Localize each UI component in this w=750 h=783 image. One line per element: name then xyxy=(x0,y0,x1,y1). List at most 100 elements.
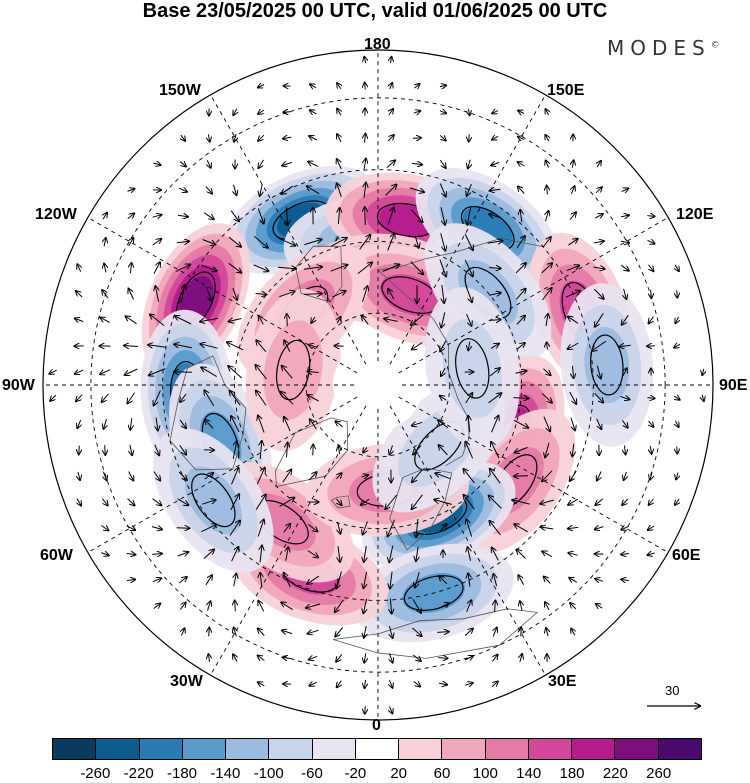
wind-arrow xyxy=(104,419,107,429)
wind-arrow xyxy=(306,603,321,608)
wind-arrow xyxy=(176,241,189,242)
brand-text: MODES xyxy=(607,36,711,60)
wind-arrow xyxy=(442,285,444,303)
lon-label-120w: 120W xyxy=(35,206,77,223)
wind-arrow xyxy=(258,682,265,686)
wind-arrow xyxy=(181,134,185,141)
wind-arrow xyxy=(545,442,550,458)
wind-arrow xyxy=(283,137,292,138)
wind-arrow xyxy=(258,656,265,661)
wind-arrow xyxy=(413,111,421,113)
wind-arrow xyxy=(105,445,106,455)
wind-arrow xyxy=(100,369,111,375)
wind-arrow xyxy=(434,500,452,505)
wind-arrow xyxy=(232,441,237,459)
wind-arrow xyxy=(309,656,318,659)
wind-arrow xyxy=(200,344,218,349)
wind-arrow xyxy=(207,159,211,168)
wind-arrow xyxy=(621,188,629,191)
wind-arrow xyxy=(515,446,528,452)
colorbar-swatch xyxy=(226,739,270,759)
wind-arrow xyxy=(201,524,216,533)
wind-arrow xyxy=(513,419,528,428)
wind-arrow xyxy=(572,160,573,168)
wind-arrow xyxy=(515,371,527,373)
wind-arrow xyxy=(363,447,367,452)
wind-arrow xyxy=(412,494,423,509)
wind-arrow xyxy=(540,499,554,504)
wind-arrow xyxy=(649,498,654,505)
wind-arrow xyxy=(490,344,499,349)
wind-arrow xyxy=(493,574,496,587)
wind-arrow xyxy=(570,417,575,431)
anomaly-fill-layer xyxy=(140,165,654,643)
colorbar-swatch xyxy=(53,739,97,759)
wind-arrow xyxy=(255,294,267,295)
wind-arrow xyxy=(415,236,418,248)
lon-label-30w: 30W xyxy=(170,673,203,690)
wind-arrow xyxy=(234,628,237,637)
wind-arrow xyxy=(568,342,579,349)
wind-arrow xyxy=(209,654,210,662)
wind-arrow xyxy=(439,259,446,277)
wind-arrow xyxy=(676,472,678,480)
wind-arrow xyxy=(623,368,627,376)
wind-arrow xyxy=(363,521,368,535)
wind-arrow xyxy=(411,209,422,222)
wind-arrow xyxy=(594,214,603,218)
wind-arrow xyxy=(126,553,136,554)
wind-arrow xyxy=(205,186,212,193)
wind-arrow xyxy=(50,394,57,401)
wind-arrow xyxy=(282,162,293,165)
wind-arrow xyxy=(151,527,162,530)
wind-arrow xyxy=(205,286,211,302)
wind-arrow xyxy=(489,214,502,218)
wind-arrow xyxy=(208,134,209,141)
wind-arrow xyxy=(307,186,320,195)
polar-stereographic-map xyxy=(42,49,714,721)
wind-arrow xyxy=(154,444,159,456)
lon-label-150e: 150E xyxy=(547,82,585,99)
colorbar-swatch xyxy=(399,739,443,759)
wind-arrow xyxy=(364,57,365,64)
wind-arrow xyxy=(412,469,423,482)
wind-arrow xyxy=(362,316,369,325)
wind-arrow xyxy=(592,340,607,351)
colorbar-tick-label: -60 xyxy=(301,765,323,782)
wind-arrow xyxy=(440,396,447,400)
colorbar-labels: -260 -220 -180 -140 -100 -60 -20 20 60 100 140 180 2… xyxy=(52,765,702,783)
wind-arrow xyxy=(256,365,267,380)
wind-arrow xyxy=(260,573,262,588)
wind-arrow xyxy=(230,210,239,222)
wind-arrow xyxy=(569,391,577,404)
wind-arrow xyxy=(649,264,654,271)
colorbar-swatch xyxy=(615,739,659,759)
wind-arrow xyxy=(101,498,107,506)
wind-arrow xyxy=(282,470,292,483)
wind-arrow xyxy=(675,316,678,323)
wind-arrow xyxy=(174,344,192,347)
wind-arrow xyxy=(178,471,187,480)
wind-arrow xyxy=(387,208,394,225)
wind-arrow xyxy=(702,368,703,375)
wind-arrow xyxy=(152,498,162,506)
wind-arrow xyxy=(234,574,237,587)
wind-arrow xyxy=(620,241,629,243)
wind-arrow xyxy=(597,365,600,379)
wind-arrow xyxy=(464,259,473,276)
wind-arrow xyxy=(365,706,366,713)
wind-arrow xyxy=(281,185,293,194)
wind-arrow xyxy=(284,573,291,588)
wind-arrow xyxy=(337,83,341,90)
lon-label-30e: 30E xyxy=(548,673,577,690)
wind-arrow xyxy=(124,346,139,347)
wind-arrow xyxy=(231,468,239,485)
wind-arrow xyxy=(311,316,315,323)
wind-arrow xyxy=(150,315,165,326)
wind-arrow xyxy=(177,498,189,505)
colorbar-tick-label: 220 xyxy=(602,765,628,782)
wind-arrow xyxy=(365,679,366,688)
wind-arrow xyxy=(677,290,678,297)
wind-arrow xyxy=(621,579,629,580)
wind-arrow xyxy=(209,628,210,637)
